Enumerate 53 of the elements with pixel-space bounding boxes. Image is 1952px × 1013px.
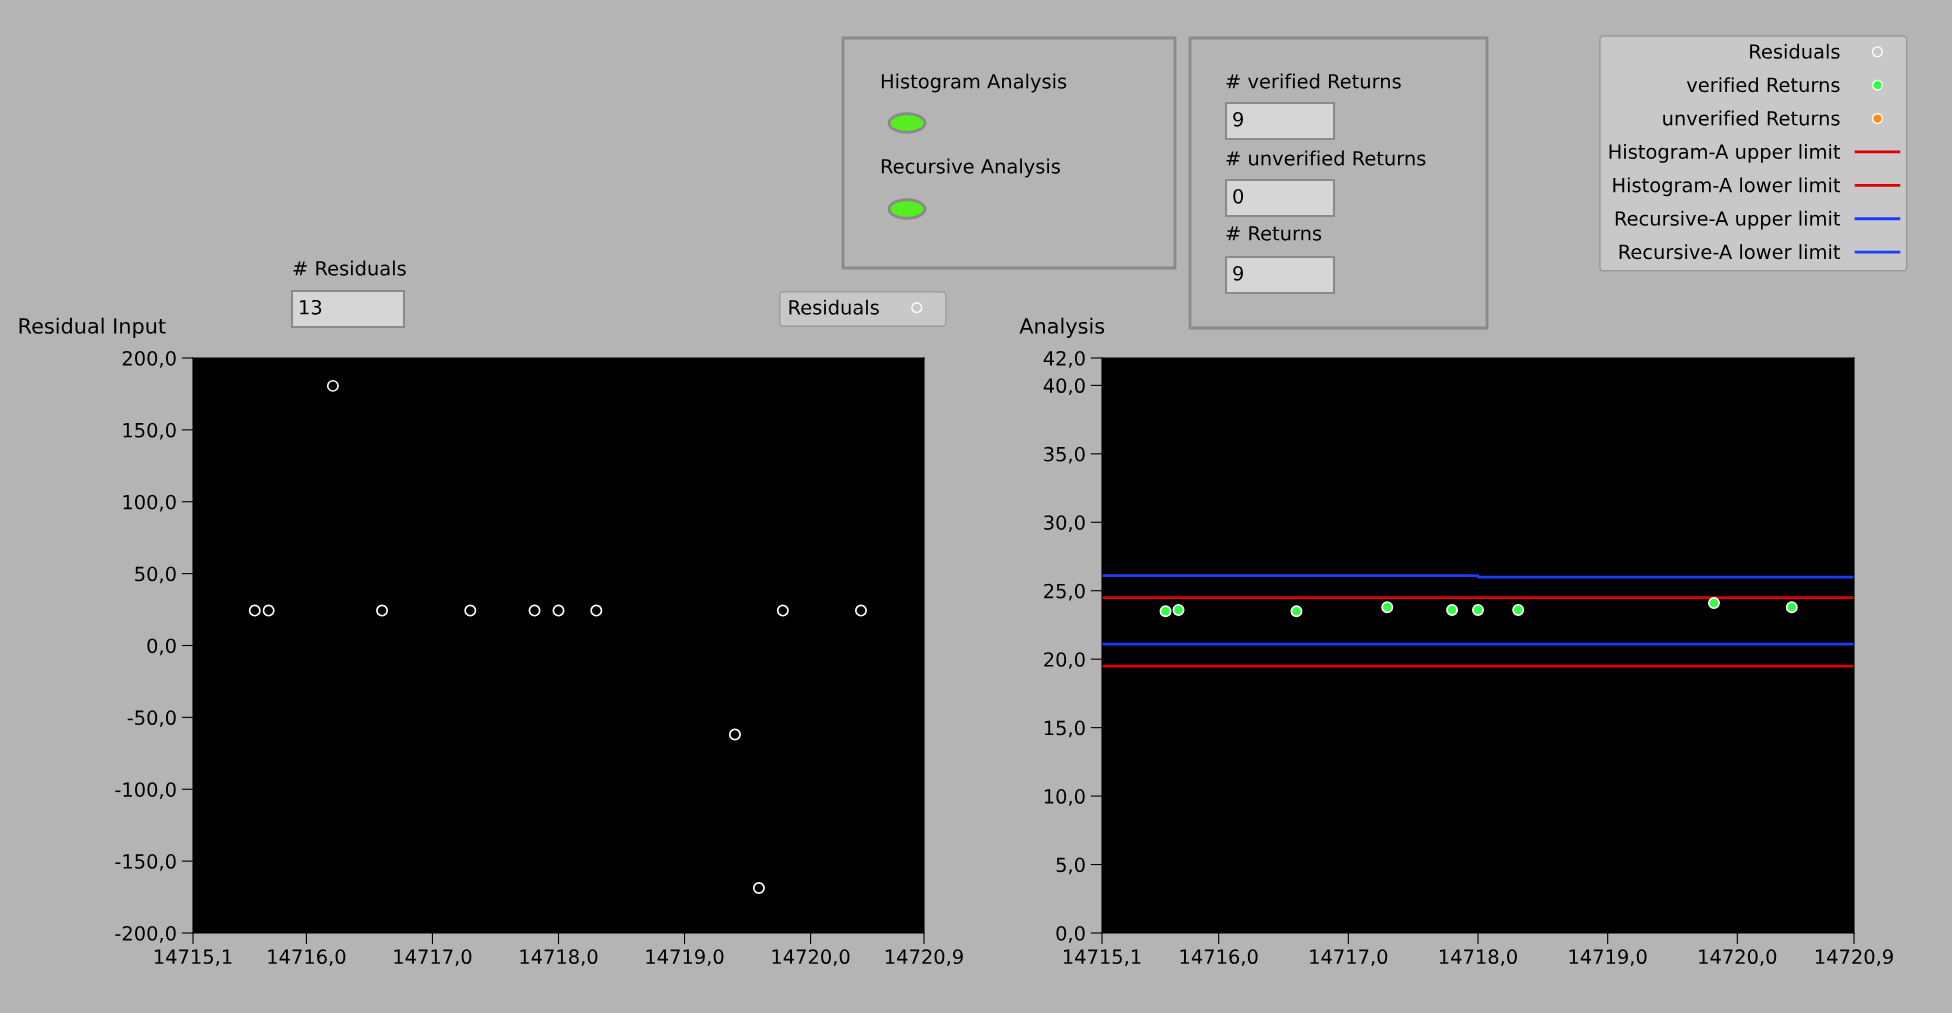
y-tick-label: 40,0: [1043, 378, 1085, 396]
y-tick-label: 25,0: [1044, 583, 1085, 601]
y-tick-label: 30,0: [1044, 515, 1085, 532]
y-tick-label: -50,0: [127, 710, 176, 728]
y-tick-label: 20,0: [1044, 652, 1085, 669]
x-tick-label: 14719,0: [646, 949, 724, 967]
legend-label: Histogram-A lower limit: [1613, 177, 1841, 197]
text: # verified Returns: [1226, 73, 1401, 89]
y-tick-label: 5,0: [1056, 857, 1085, 875]
x-tick-label: 14717,0: [1310, 949, 1388, 967]
x-tick-label: 14720,0: [1699, 949, 1777, 967]
x-tick-label: 14719,0: [1569, 949, 1647, 967]
text: 9: [1233, 111, 1243, 127]
text: 13: [300, 299, 322, 315]
legend-label: Recursive-A upper limit: [1615, 210, 1841, 230]
y-tick-label: 200,0: [122, 350, 176, 368]
y-tick-label: 15,0: [1044, 720, 1085, 738]
legend-label: unverified Returns: [1663, 110, 1840, 126]
x-tick-label: 14715,1: [154, 949, 232, 967]
y-tick-label: 10,0: [1044, 789, 1085, 806]
text: # unverified Returns: [1226, 150, 1426, 166]
legend-label: Residuals: [789, 299, 879, 315]
x-tick-label: 14718,0: [1439, 949, 1517, 967]
text: Histogram Analysis: [881, 73, 1067, 93]
y-tick-label: -200,0: [115, 925, 176, 943]
y-tick-label: 150,0: [123, 422, 176, 440]
y-tick-label: 50,0: [135, 566, 176, 584]
legend-label: Histogram-A upper limit: [1609, 143, 1841, 163]
text: 0: [1233, 188, 1244, 204]
x-tick-label: 14720,9: [885, 949, 963, 967]
x-tick-label: 14720,0: [772, 949, 850, 967]
y-tick-label: -100,0: [115, 782, 176, 799]
text: # Returns: [1226, 226, 1322, 241]
legend-label: verified Returns: [1686, 77, 1840, 93]
x-tick-label: 14716,0: [1180, 949, 1258, 967]
text: 9: [1233, 265, 1243, 281]
text: Recursive Analysis: [881, 158, 1060, 178]
legend-label: Recursive-A lower limit: [1619, 244, 1841, 260]
chart-title: Analysis: [1019, 317, 1105, 338]
text: # Residuals: [293, 260, 406, 276]
y-tick-label: 0,0: [1056, 925, 1085, 943]
x-tick-label: 14715,1: [1063, 949, 1141, 967]
legend-label: Residuals: [1750, 43, 1840, 59]
y-tick-label: 0,0: [147, 638, 176, 656]
y-tick-label: -150,0: [115, 854, 176, 871]
y-tick-label: 35,0: [1044, 446, 1085, 464]
x-tick-label: 14718,0: [520, 949, 598, 967]
y-tick-label: 100,0: [123, 494, 176, 512]
x-tick-label: 14716,0: [268, 949, 346, 967]
x-tick-label: 14717,0: [394, 949, 472, 967]
y-tick-label: 42,0: [1043, 350, 1085, 368]
x-tick-label: 14720,9: [1815, 949, 1893, 967]
chart-title: Residual Input: [19, 317, 166, 338]
